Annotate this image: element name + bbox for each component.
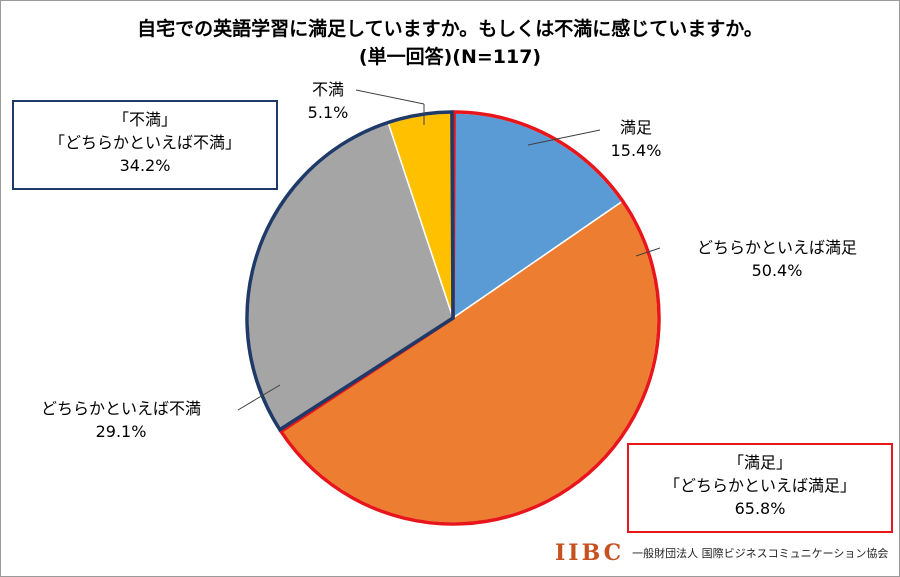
dissatisfied-total-line-1: 「不満」	[112, 110, 177, 129]
label-satisfied-name: 満足	[619, 118, 652, 137]
dissatisfied-group-outline	[245, 110, 455, 433]
label-somewhat-satisfied: どちらかといえば満足 50.4%	[662, 236, 892, 282]
leader-satisfied	[527, 129, 601, 146]
label-dissatisfied-value: 5.1%	[307, 103, 349, 122]
satisfied-total-box: 「満足」 「どちらかといえば満足」 65.8%	[627, 443, 893, 533]
satisfied-total-value: 65.8%	[734, 499, 786, 518]
iibc-logo-text: 一般財団法人 国際ビジネスコミュニケーション協会	[632, 547, 889, 560]
label-satisfied: 満足 15.4%	[596, 116, 676, 162]
chart-subtitle: (単一回答)(N=117)	[358, 46, 542, 68]
label-satisfied-value: 15.4%	[610, 141, 662, 160]
iibc-logo: IIBC 一般財団法人 国際ビジネスコミュニケーション協会	[555, 540, 888, 566]
label-somewhat-dissatisfied-name: どちらかといえば不満	[40, 399, 201, 418]
label-dissatisfied-name: 不満	[311, 80, 344, 99]
leader-somewhat-dissatisfied	[237, 384, 281, 411]
label-somewhat-dissatisfied: どちらかといえば不満 29.1%	[8, 397, 234, 443]
chart-title: 自宅での英語学習に満足していますか。もしくは不満に感じていますか。	[137, 18, 763, 40]
leader-dissatisfied	[355, 89, 425, 105]
label-somewhat-dissatisfied-value: 29.1%	[95, 422, 147, 441]
dissatisfied-total-box: 「不満」 「どちらかといえば不満」 34.2%	[12, 100, 278, 190]
dissatisfied-total-line-2: 「どちらかといえば不満」	[48, 133, 241, 152]
label-somewhat-satisfied-name: どちらかといえば満足	[696, 238, 857, 257]
satisfied-total-line-2: 「どちらかといえば満足」	[663, 476, 856, 495]
satisfied-total-line-1: 「満足」	[727, 453, 792, 472]
iibc-logo-mark: IIBC	[555, 540, 625, 566]
label-somewhat-satisfied-value: 50.4%	[751, 261, 803, 280]
leader-somewhat-satisfied	[635, 247, 661, 257]
satisfied-group-outline	[278, 110, 661, 526]
dissatisfied-total-value: 34.2%	[119, 156, 171, 175]
label-dissatisfied: 不満 5.1%	[288, 78, 368, 124]
